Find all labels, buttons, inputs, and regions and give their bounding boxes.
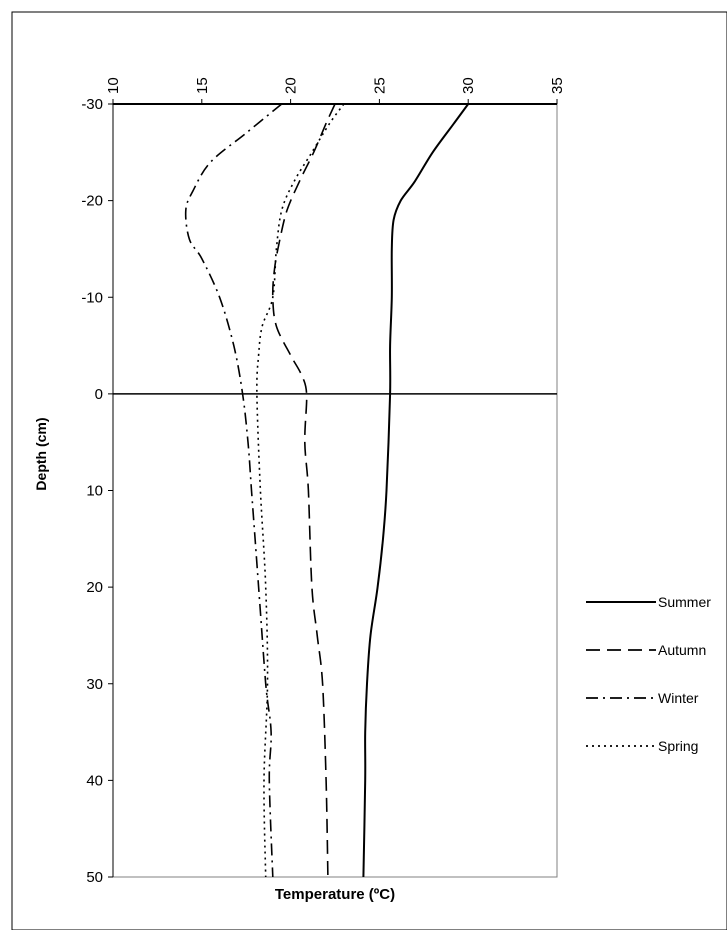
series-line-spring [256,103,345,878]
x-tick-label: 35 [549,77,566,94]
y-tick-label: 0 [95,386,103,403]
x-tick-label: 15 [194,77,211,94]
y-tick-label: -30 [81,96,103,113]
y-tick-label: 20 [86,579,103,596]
y-tick-label: -10 [81,289,103,306]
series-line-winter [184,103,283,878]
y-tick-label: -20 [81,193,103,210]
series-line-autumn [271,103,336,878]
legend-label-summer: Summer [658,594,711,610]
y-tick-label: 50 [86,869,103,886]
y-axis-title: Depth (cm) [33,417,49,490]
x-tick-label: 30 [460,77,477,94]
x-tick-label: 10 [105,77,122,94]
legend-label-winter: Winter [658,690,699,706]
series-line-summer [362,103,470,878]
x-tick-label: 20 [283,77,300,94]
chart-border [11,11,727,930]
legend-label-spring: Spring [658,738,698,754]
plot-area: 10 15 20 25 30 35 -30 -20 -10 0 10 20 30 40 50 [81,77,566,886]
legend-label-autumn: Autumn [658,642,706,658]
y-tick-label: 10 [86,483,103,500]
y-tick-label: 40 [86,772,103,789]
legend: Summer Autumn Winter Spring [586,594,711,754]
y-tick-label: 30 [86,676,103,693]
x-axis-title: Temperature (ºC) [275,886,395,903]
x-tick-label: 25 [371,77,388,94]
